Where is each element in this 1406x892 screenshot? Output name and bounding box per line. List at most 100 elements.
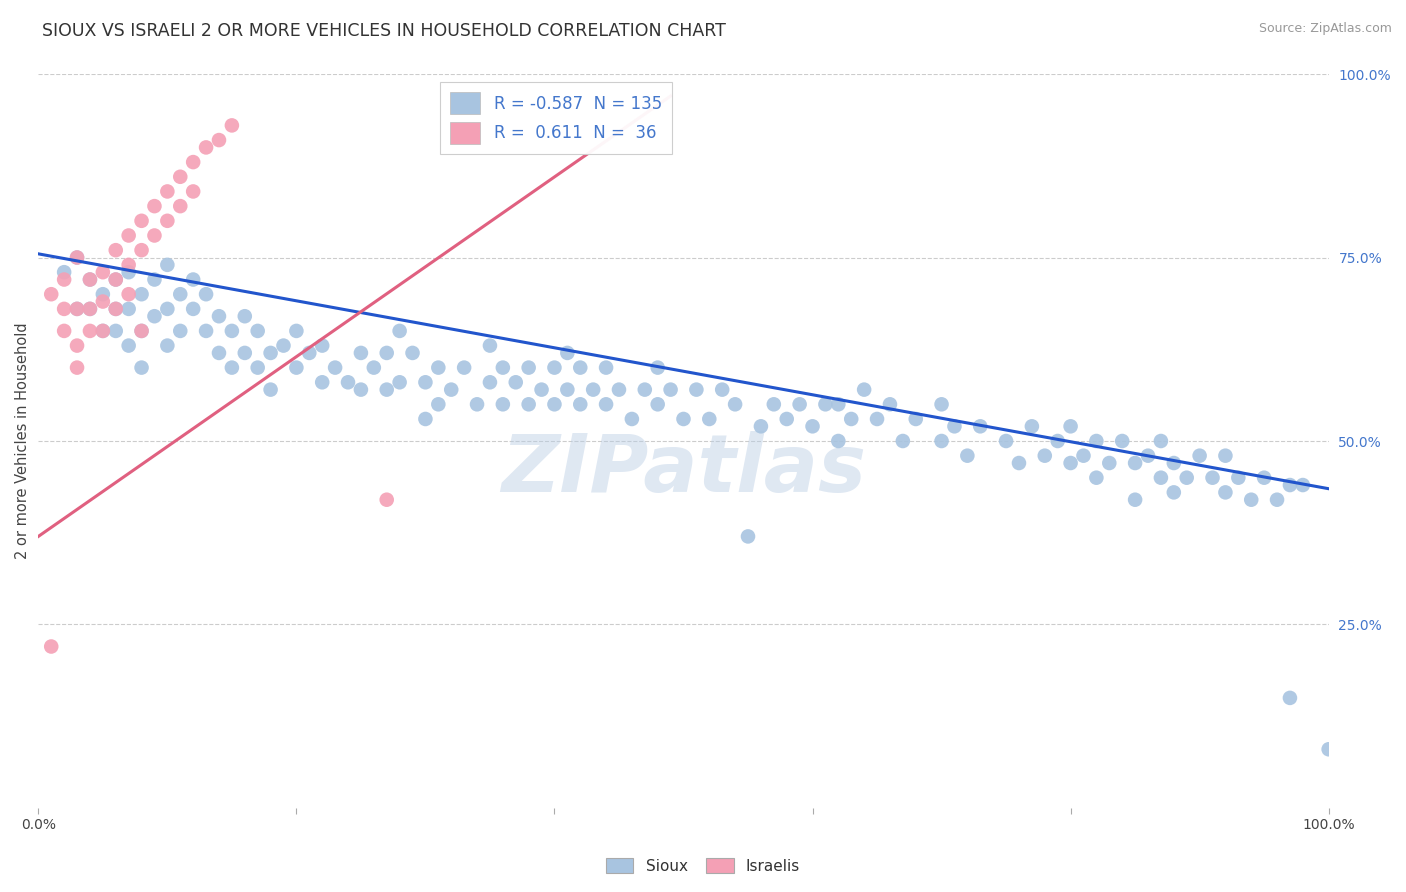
Point [401, 346, 423, 360]
Point [543, 360, 565, 375]
Point [246, 324, 269, 338]
Point [66, 301, 89, 316]
Point [569, 360, 592, 375]
Point [415, 376, 437, 390]
Point [79, 301, 101, 316]
Point [620, 412, 643, 426]
Point [1085, 471, 1108, 485]
Point [1150, 434, 1173, 448]
Point [181, 155, 204, 169]
Point [91, 324, 114, 338]
Point [53, 265, 76, 279]
Point [839, 412, 862, 426]
Point [1317, 742, 1340, 756]
Point [181, 301, 204, 316]
Point [943, 419, 966, 434]
Point [156, 214, 179, 228]
Point [221, 119, 243, 133]
Point [1215, 449, 1237, 463]
Point [388, 376, 411, 390]
Point [131, 324, 153, 338]
Point [104, 272, 127, 286]
Point [685, 383, 707, 397]
Point [39, 287, 62, 301]
Point [737, 529, 759, 543]
Point [375, 383, 398, 397]
Point [259, 383, 281, 397]
Point [118, 265, 141, 279]
Point [904, 412, 927, 426]
Point [91, 287, 114, 301]
Point [607, 383, 630, 397]
Point [1111, 434, 1133, 448]
Point [1227, 471, 1250, 485]
Point [672, 412, 695, 426]
Y-axis label: 2 or more Vehicles in Household: 2 or more Vehicles in Household [15, 323, 30, 559]
Point [143, 199, 166, 213]
Point [118, 301, 141, 316]
Point [79, 272, 101, 286]
Point [827, 434, 849, 448]
Point [814, 397, 837, 411]
Legend: Sioux, Israelis: Sioux, Israelis [600, 852, 806, 880]
Point [543, 397, 565, 411]
Point [505, 376, 527, 390]
Point [595, 397, 617, 411]
Point [79, 324, 101, 338]
Point [789, 397, 811, 411]
Point [634, 383, 657, 397]
Point [1008, 456, 1031, 470]
Point [323, 360, 346, 375]
Point [1150, 471, 1173, 485]
Point [311, 376, 333, 390]
Point [492, 397, 515, 411]
Point [104, 301, 127, 316]
Point [131, 287, 153, 301]
Legend: R = -0.587  N = 135, R =  0.611  N =  36: R = -0.587 N = 135, R = 0.611 N = 36 [440, 82, 672, 153]
Point [478, 376, 501, 390]
Point [143, 310, 166, 324]
Point [1253, 471, 1275, 485]
Point [91, 294, 114, 309]
Point [1278, 690, 1301, 705]
Point [66, 251, 89, 265]
Point [66, 251, 89, 265]
Point [195, 324, 218, 338]
Point [375, 346, 398, 360]
Point [724, 397, 747, 411]
Point [1175, 471, 1198, 485]
Point [891, 434, 914, 448]
Point [440, 383, 463, 397]
Point [131, 324, 153, 338]
Point [453, 360, 475, 375]
Point [801, 419, 824, 434]
Point [233, 310, 256, 324]
Point [1215, 485, 1237, 500]
Point [388, 324, 411, 338]
Point [337, 376, 360, 390]
Point [647, 360, 669, 375]
Point [169, 324, 191, 338]
Point [931, 434, 953, 448]
Point [557, 383, 579, 397]
Point [181, 185, 204, 199]
Point [208, 310, 231, 324]
Point [827, 397, 849, 411]
Point [181, 272, 204, 286]
Point [866, 412, 889, 426]
Point [118, 287, 141, 301]
Point [208, 133, 231, 147]
Point [79, 301, 101, 316]
Point [169, 169, 191, 184]
Point [853, 383, 876, 397]
Point [143, 228, 166, 243]
Point [427, 397, 450, 411]
Point [1033, 449, 1056, 463]
Point [53, 272, 76, 286]
Point [91, 324, 114, 338]
Point [647, 397, 669, 411]
Point [118, 228, 141, 243]
Point [1059, 419, 1081, 434]
Point [711, 383, 734, 397]
Point [195, 140, 218, 154]
